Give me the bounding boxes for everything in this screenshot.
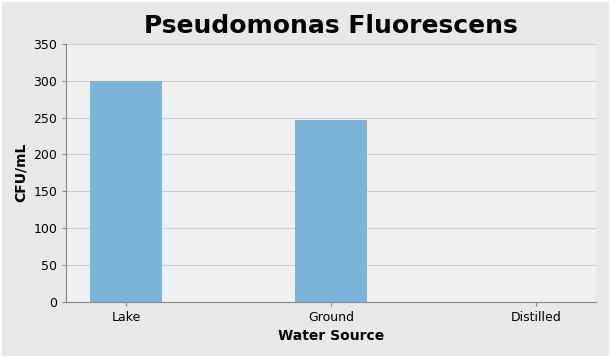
- Bar: [295, 120, 367, 302]
- X-axis label: Water Source: Water Source: [278, 329, 384, 343]
- Y-axis label: CFU/mL: CFU/mL: [14, 143, 28, 202]
- Title: Pseudomonas Fluorescens: Pseudomonas Fluorescens: [145, 14, 518, 38]
- Bar: [90, 81, 162, 302]
